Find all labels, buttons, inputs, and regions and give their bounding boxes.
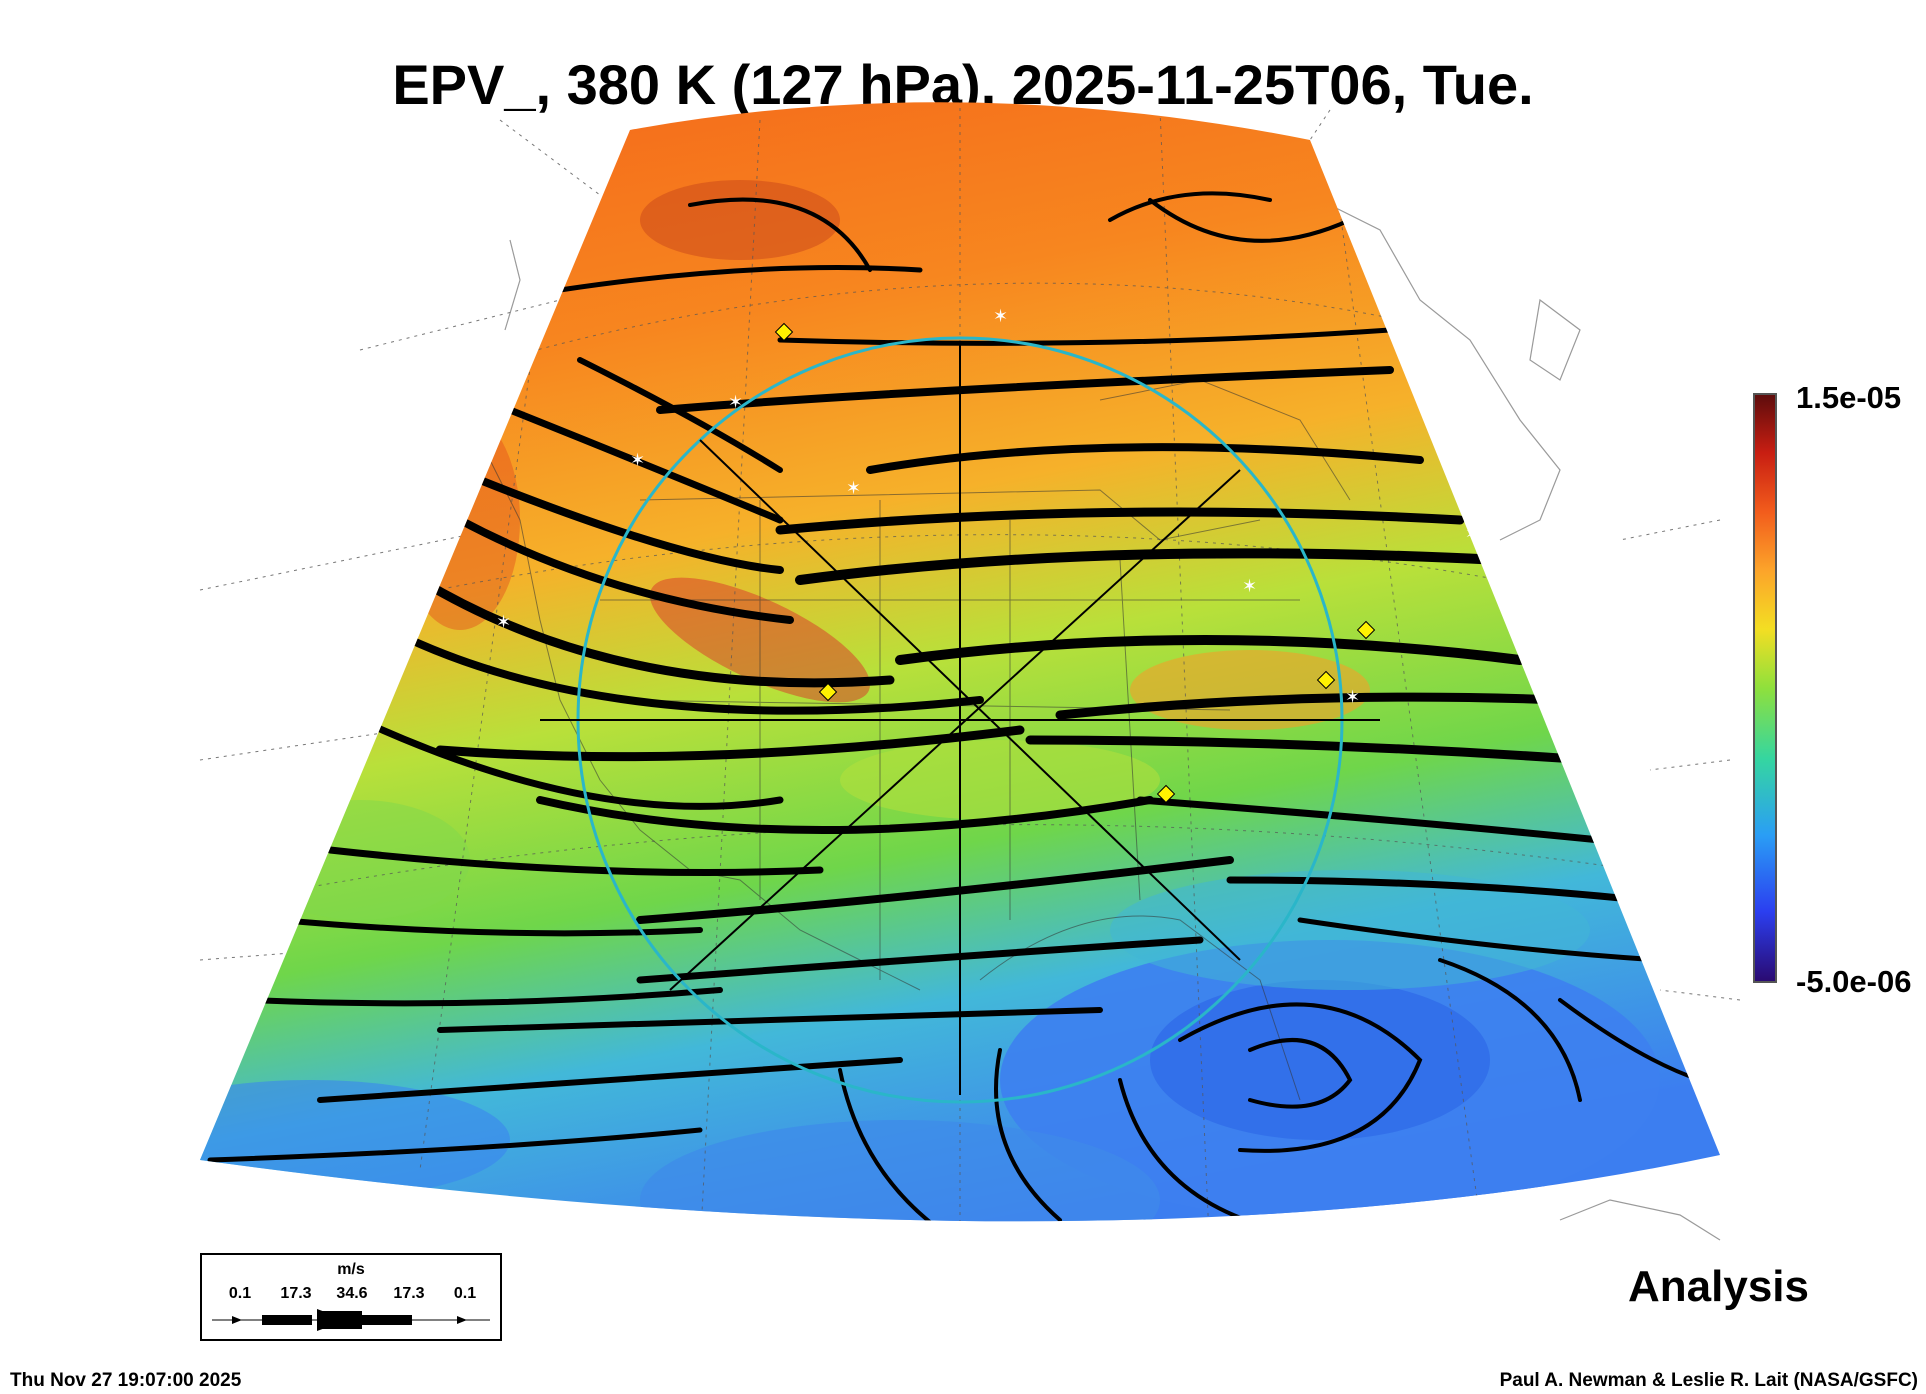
legend-tick: 17.3	[393, 1285, 425, 1302]
station-stars: ✶ ✶ ✶ ✶ ✶ ✶ ✶ ✶	[496, 306, 1480, 708]
footer-timestamp: Thu Nov 27 19:07:00 2025	[10, 1370, 242, 1391]
colorbar	[1753, 393, 1777, 983]
reference-ring	[540, 336, 1380, 1104]
footer-credit: Paul A. Newman & Leslie R. Lait (NASA/GS…	[1499, 1370, 1918, 1391]
legend-unit: m/s	[337, 1261, 365, 1278]
svg-text:✶: ✶	[496, 612, 511, 633]
svg-text:✶: ✶	[846, 478, 861, 499]
station-diamonds	[774, 322, 1376, 804]
svg-text:✶: ✶	[993, 306, 1008, 327]
svg-text:✶: ✶	[1242, 576, 1257, 597]
legend-tick: 0.1	[228, 1285, 252, 1302]
svg-text:✶: ✶	[728, 392, 743, 413]
colorbar-min-label: -5.0e-06	[1796, 964, 1912, 999]
epv-field: ✶ ✶ ✶ ✶ ✶ ✶ ✶ ✶	[200, 102, 1720, 1222]
legend-tick: 34.6	[336, 1285, 368, 1302]
legend-tick: 0.1	[453, 1285, 477, 1302]
svg-text:✶: ✶	[630, 450, 645, 471]
svg-text:✶: ✶	[1465, 524, 1480, 545]
wind-speed-legend: m/s 0.1 17.3 34.6 17.3 0.1	[200, 1253, 502, 1341]
outer-coastlines	[504, 199, 1721, 1241]
colorbar-max-label: 1.5e-05	[1796, 380, 1902, 415]
product-label: Analysis	[1628, 1262, 1809, 1311]
svg-text:✶: ✶	[1345, 687, 1360, 708]
legend-tick: 17.3	[280, 1285, 312, 1302]
legend-arrow-graphic	[212, 1309, 490, 1331]
